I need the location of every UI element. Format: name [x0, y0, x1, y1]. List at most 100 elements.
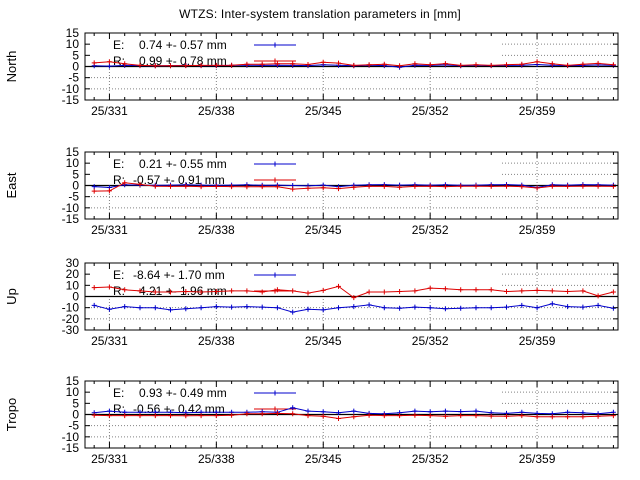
- x-tick-label: 25/345: [305, 104, 342, 118]
- x-tick-label: 25/352: [412, 452, 449, 466]
- series-markers-R: [91, 180, 616, 194]
- x-tick-label: 25/359: [519, 334, 556, 348]
- x-tick-label: 25/359: [519, 223, 556, 237]
- panel-border-and-ticks: [84, 32, 619, 101]
- legend-series-value: 0.99 +- 0.78 mm: [139, 54, 227, 68]
- y-tick-label: -10: [62, 82, 80, 96]
- legend-sample-marker: [272, 177, 278, 183]
- panel-north: E: 0.74 +- 0.57 mm R: 0.99 +- 0.78 mm 151050…: [4, 26, 619, 118]
- y-tick-label: -15: [62, 212, 80, 226]
- legend-series-label: R:: [113, 402, 125, 416]
- y-tick-label: 15: [66, 26, 80, 40]
- y-tick-label: -10: [62, 301, 80, 315]
- legend-sample-marker: [272, 390, 278, 396]
- y-tick-label: 10: [66, 156, 80, 170]
- y-tick-label: 0: [72, 290, 79, 304]
- y-tick-label: -10: [62, 201, 80, 215]
- legend-series-label: E:: [113, 38, 124, 52]
- series-markers-R: [91, 283, 616, 301]
- y-tick-label: 0: [72, 60, 79, 74]
- panel-ylabel: Up: [4, 288, 19, 305]
- x-tick-label: 25/345: [305, 223, 342, 237]
- y-tick-label: 20: [66, 267, 80, 281]
- legend-series-value: -0.57 +- 0.91 mm: [133, 173, 225, 187]
- legend-entry-R: R: -0.57 +- 0.91 mm: [113, 173, 296, 187]
- x-tick-label: 25/338: [198, 452, 235, 466]
- panel-tropo: E: 0.93 +- 0.49 mm R: -0.56 +- 0.42 mm 15105…: [4, 374, 619, 466]
- y-tick-label: -5: [68, 71, 79, 85]
- legend-series-value: 0.93 +- 0.49 mm: [139, 386, 227, 400]
- legend-entry-E: E: 0.93 +- 0.49 mm: [113, 386, 296, 400]
- panel-up: E: -8.64 +- 1.70 mm R: 4.21 +- 1.96 mm 30201…: [4, 256, 619, 348]
- legend-series-label: R:: [113, 173, 125, 187]
- x-tick-label: 25/338: [198, 334, 235, 348]
- x-tick-label: 25/331: [91, 452, 128, 466]
- y-tick-label: -5: [68, 190, 79, 204]
- x-tick-label: 25/331: [91, 334, 128, 348]
- x-tick-label: 25/331: [91, 104, 128, 118]
- y-tick-label: -30: [62, 323, 80, 337]
- y-tick-label: 10: [66, 385, 80, 399]
- legend-series-value: -8.64 +- 1.70 mm: [133, 268, 225, 282]
- legend-entry-R: R: 0.99 +- 0.78 mm: [113, 54, 296, 68]
- legend-series-value: 4.21 +- 1.96 mm: [139, 284, 227, 298]
- series-markers-R: [91, 410, 616, 421]
- y-tick-label: 5: [72, 48, 79, 62]
- legend-sample-marker: [272, 58, 278, 64]
- legend-sample-marker: [272, 272, 278, 278]
- y-tick-label: -15: [62, 93, 80, 107]
- legend-entry-E: E: -8.64 +- 1.70 mm: [113, 268, 296, 282]
- y-tick-label: 0: [72, 408, 79, 422]
- legend-series-label: E:: [113, 157, 124, 171]
- legend-series-label: E:: [113, 268, 124, 282]
- legend-box: [86, 154, 502, 184]
- legend-series-label: E:: [113, 386, 124, 400]
- legend-box: [86, 35, 502, 65]
- legend-entry-R: R: 4.21 +- 1.96 mm: [113, 284, 296, 298]
- x-tick-label: 25/345: [305, 452, 342, 466]
- legend-sample-marker: [272, 161, 278, 167]
- legend-sample-marker: [272, 42, 278, 48]
- y-tick-label: 15: [66, 145, 80, 159]
- y-tick-label: 5: [72, 167, 79, 181]
- x-tick-label: 25/359: [519, 104, 556, 118]
- legend-series-value: -0.56 +- 0.42 mm: [133, 402, 225, 416]
- y-tick-label: -15: [62, 441, 80, 455]
- series-markers-E: [91, 301, 616, 315]
- legend-entry-E: E: 0.21 +- 0.55 mm: [113, 157, 296, 171]
- legend-series-label: R:: [113, 54, 125, 68]
- x-tick-label: 25/345: [305, 334, 342, 348]
- panel-border-and-ticks: [84, 262, 619, 331]
- chart-title: WTZS: Inter-system translation parameter…: [179, 7, 461, 21]
- y-tick-label: -5: [68, 419, 79, 433]
- legend-series-label: R:: [113, 284, 125, 298]
- y-tick-label: 0: [72, 179, 79, 193]
- x-tick-label: 25/338: [198, 223, 235, 237]
- x-tick-label: 25/338: [198, 104, 235, 118]
- legend-sample-marker: [272, 406, 278, 412]
- series-markers-R: [91, 59, 616, 69]
- panel-ylabel: North: [4, 51, 19, 83]
- y-tick-label: 15: [66, 374, 80, 388]
- x-tick-label: 25/352: [412, 223, 449, 237]
- panel-east: E: 0.21 +- 0.55 mm R: -0.57 +- 0.91 mm 15105…: [4, 145, 619, 237]
- y-tick-label: 5: [72, 396, 79, 410]
- x-tick-label: 25/359: [519, 452, 556, 466]
- x-tick-label: 25/352: [412, 104, 449, 118]
- y-tick-label: 10: [66, 37, 80, 51]
- panel-ylabel: East: [4, 172, 19, 198]
- y-tick-label: 30: [66, 256, 80, 270]
- panel-ylabel: Tropo: [4, 398, 19, 431]
- y-tick-label: 10: [66, 278, 80, 292]
- legend-entry-E: E: 0.74 +- 0.57 mm: [113, 38, 296, 52]
- legend-series-value: 0.74 +- 0.57 mm: [139, 38, 227, 52]
- x-tick-label: 25/331: [91, 223, 128, 237]
- y-tick-label: -20: [62, 312, 80, 326]
- panel-border-and-ticks: [84, 380, 619, 449]
- panel-border-and-ticks: [84, 151, 619, 220]
- x-tick-label: 25/352: [412, 334, 449, 348]
- y-tick-label: -10: [62, 430, 80, 444]
- legend-series-value: 0.21 +- 0.55 mm: [139, 157, 227, 171]
